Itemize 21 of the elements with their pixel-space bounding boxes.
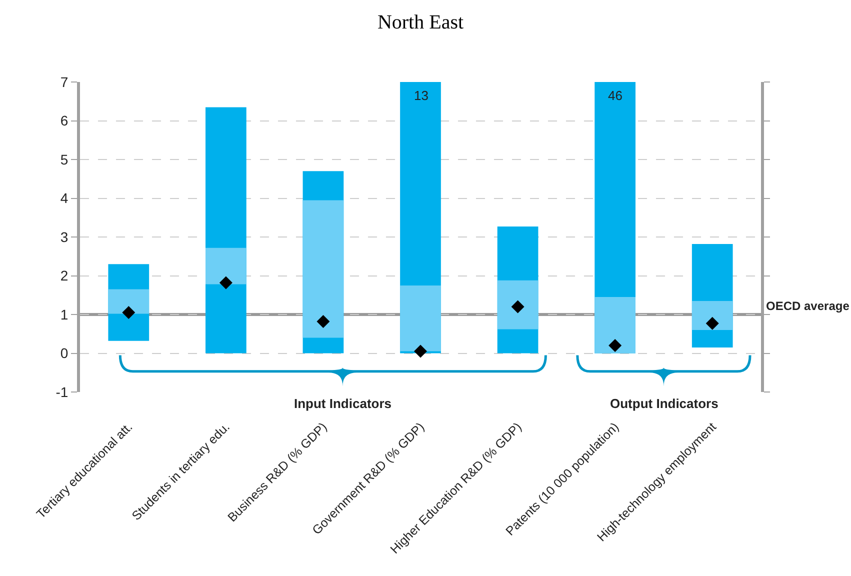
y-tick-label: 1 <box>60 306 68 322</box>
y-tick-label: 6 <box>60 112 68 129</box>
chart-title: North East <box>377 11 464 34</box>
point <box>219 276 232 290</box>
point <box>122 306 136 320</box>
y-tick-label: -1 <box>56 384 68 400</box>
data-label: 46 <box>608 88 622 103</box>
point <box>414 344 427 358</box>
y-tick-label: 4 <box>60 190 68 206</box>
y-tick-label: 5 <box>60 151 68 168</box>
text: Input Indicators <box>294 396 392 411</box>
point <box>706 316 719 330</box>
data-label: 13 <box>414 88 428 103</box>
y-tick-label: 7 <box>60 74 68 90</box>
y-tick-label: 2 <box>60 268 68 284</box>
y-tick-label: 0 <box>60 345 68 362</box>
ref-line-label: OECD average <box>766 299 850 313</box>
point <box>608 339 622 352</box>
y-tick-label: 3 <box>60 228 68 245</box>
text: Output Indicators <box>610 396 718 411</box>
point <box>316 314 330 328</box>
